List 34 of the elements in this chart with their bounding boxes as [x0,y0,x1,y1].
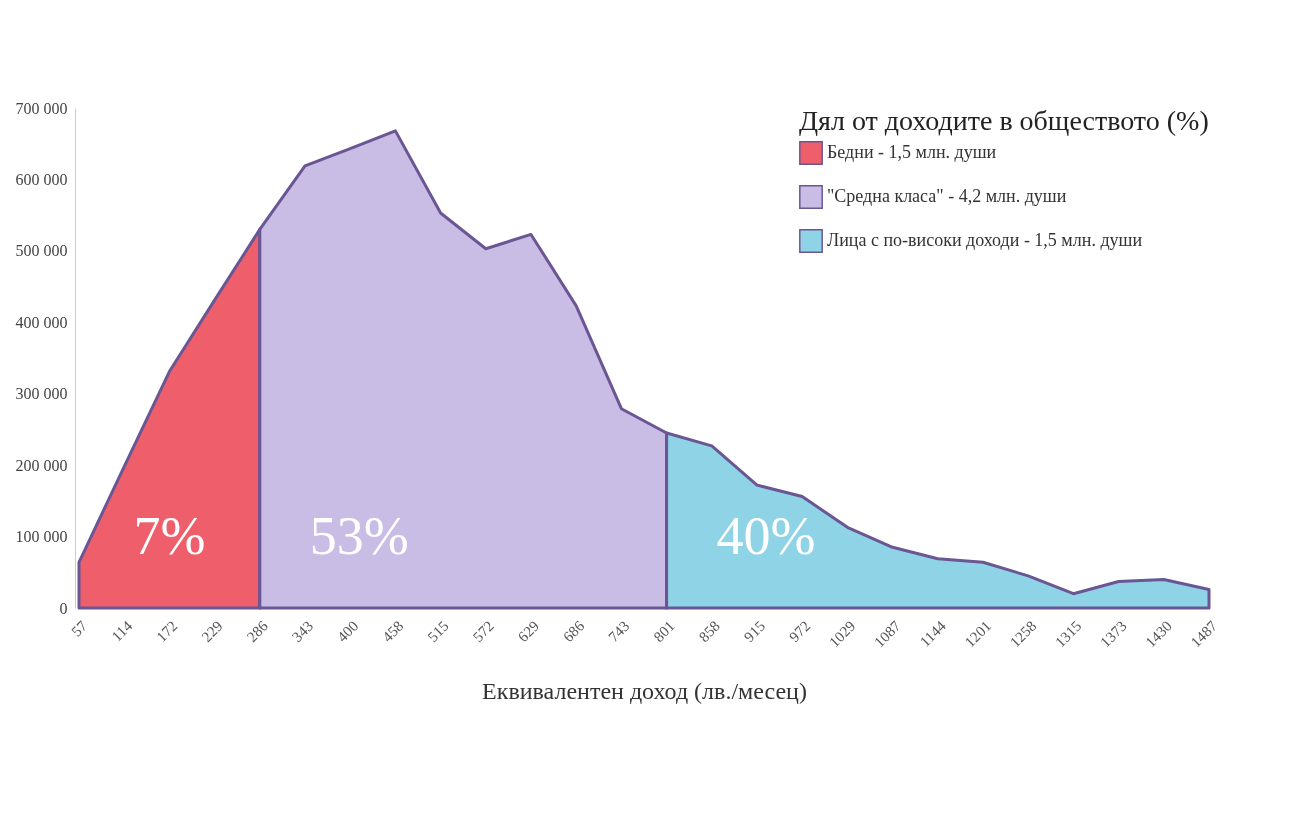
annotation: 40% [716,506,816,566]
x-tick-label: 972 [786,617,814,646]
x-tick-label: 629 [514,617,543,646]
x-tick-label: 515 [424,617,452,646]
x-tick-label: 57 [68,617,91,640]
legend-label: "Средна класа" - 4,2 млн. души [827,186,1067,206]
x-tick-label: 743 [605,617,633,646]
x-tick-label: 114 [108,617,136,645]
x-axis-title: Еквивалентен доход (лв./месец) [482,678,807,705]
y-tick-label: 500 000 [15,242,68,260]
y-tick-label: 400 000 [15,313,68,331]
legend-label: Лица с по-високи доходи - 1,5 млн. души [827,230,1143,250]
x-tick-label: 400 [334,617,362,646]
y-tick-label: 0 [59,599,68,617]
x-tick-label: 686 [560,617,588,646]
y-tick-label: 200 000 [15,456,68,474]
x-tick-label: 915 [740,617,769,646]
x-tick-label: 229 [198,617,226,646]
x-tick-label: 343 [288,617,317,646]
x-tick-label: 1201 [961,617,995,651]
annotation: 53% [309,506,409,566]
x-tick-label: 801 [650,617,678,646]
y-tick-label: 600 000 [15,170,68,188]
x-tick-label: 172 [153,617,181,646]
legend-title: Дял от доходите в обществото (%) [799,105,1209,136]
x-tick-label: 286 [243,617,272,646]
x-tick-label: 572 [469,617,497,646]
legend-label: Бедни - 1,5 млн. души [827,142,997,162]
x-tick-label: 858 [695,617,723,646]
x-tick-label: 458 [379,617,407,646]
y-tick-label: 300 000 [15,385,68,403]
annotation: 7% [133,506,206,566]
y-tick-label: 700 000 [15,99,68,117]
y-tick-label: 100 000 [15,528,68,546]
